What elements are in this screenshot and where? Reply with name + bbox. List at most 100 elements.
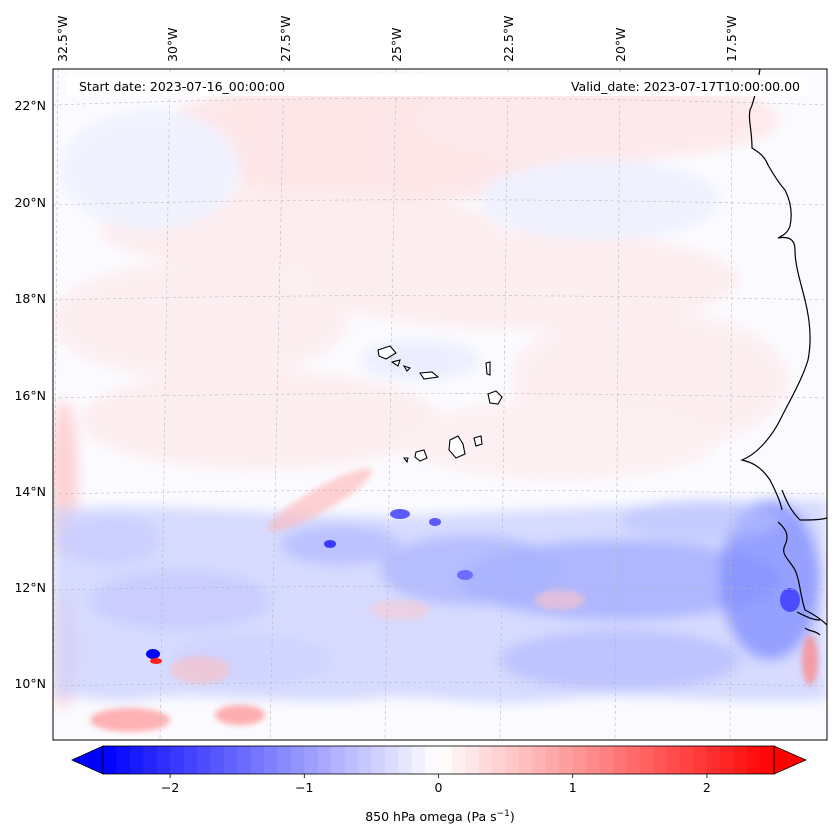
island-sao-nicolau bbox=[419, 371, 440, 380]
colorbar-step bbox=[519, 746, 533, 774]
lon-label: 22.5°W bbox=[501, 16, 516, 62]
colorbar-step bbox=[599, 746, 614, 774]
islands bbox=[377, 345, 503, 464]
colorbar-tick-label: 1 bbox=[569, 780, 577, 795]
start-date-label: Start date: 2023-07-16_00:00:00 bbox=[79, 79, 285, 94]
island-sal bbox=[485, 361, 491, 376]
colorbar-step bbox=[210, 746, 225, 774]
colorbar-step bbox=[478, 746, 493, 774]
colorbar-step bbox=[304, 746, 319, 774]
colorbar-step bbox=[612, 746, 627, 774]
graticule bbox=[53, 69, 827, 740]
colorbar-step bbox=[264, 746, 278, 774]
colorbar-step bbox=[250, 746, 265, 774]
colorbar-step bbox=[129, 746, 144, 774]
colorbar-step bbox=[277, 746, 292, 774]
colorbar-step bbox=[170, 746, 184, 774]
colorbar-step bbox=[103, 746, 117, 774]
colorbar-extend-max bbox=[773, 745, 807, 775]
colorbar-step bbox=[760, 746, 775, 774]
longitude-labels: 32.5°W 30°W 27.5°W 25°W 22.5°W 20°W 17.5… bbox=[55, 16, 739, 62]
lon-label: 30°W bbox=[165, 27, 180, 62]
lat-label: 16°N bbox=[14, 388, 46, 403]
colorbar-step bbox=[223, 746, 238, 774]
colorbar-step bbox=[747, 746, 761, 774]
colorbar-step bbox=[733, 746, 748, 774]
island-santa-luzia bbox=[402, 365, 412, 372]
lon-label: 27.5°W bbox=[278, 16, 293, 62]
island-maio bbox=[473, 435, 483, 447]
omega-field-descent-patches bbox=[90, 468, 818, 732]
colorbar-step bbox=[398, 746, 413, 774]
omega-field-ascent-band bbox=[53, 500, 827, 703]
colorbar-step bbox=[290, 746, 305, 774]
colorbar-step bbox=[626, 746, 641, 774]
colorbar-step bbox=[344, 746, 359, 774]
lon-label: 20°W bbox=[613, 27, 628, 62]
colorbar-step bbox=[411, 746, 426, 774]
lat-label: 12°N bbox=[14, 580, 46, 595]
omega-field bbox=[53, 69, 827, 740]
colorbar-tick-label: −1 bbox=[295, 780, 313, 795]
colorbar-extend-min bbox=[71, 745, 104, 775]
lat-label: 10°N bbox=[14, 676, 46, 691]
colorbar-step bbox=[156, 746, 171, 774]
colorbar-step bbox=[371, 746, 386, 774]
colorbar-step bbox=[492, 746, 506, 774]
colorbar-step bbox=[666, 746, 681, 774]
lon-label: 25°W bbox=[389, 27, 404, 62]
colorbar-step bbox=[693, 746, 708, 774]
colorbar-step bbox=[706, 746, 721, 774]
lat-label: 22°N bbox=[14, 98, 46, 113]
colorbar-step bbox=[143, 746, 158, 774]
colorbar-step bbox=[438, 746, 453, 774]
colorbar-tick-label: 0 bbox=[435, 780, 443, 795]
colorbar-step bbox=[586, 746, 600, 774]
coastline bbox=[740, 69, 827, 636]
colorbar: −2 −1 0 1 2 850 hPa omega (Pa s−1) bbox=[71, 745, 807, 824]
colorbar-step bbox=[653, 746, 668, 774]
lat-label: 18°N bbox=[14, 291, 46, 306]
island-fogo bbox=[414, 449, 428, 462]
colorbar-step bbox=[532, 746, 547, 774]
island-santo-antao bbox=[377, 345, 397, 360]
valid-date-label: Valid_date: 2023-07-17T10:00:00.00 bbox=[571, 79, 800, 94]
lon-label: 32.5°W bbox=[55, 16, 70, 62]
colorbar-step bbox=[196, 746, 211, 774]
colorbar-step bbox=[465, 746, 480, 774]
colorbar-step bbox=[545, 746, 560, 774]
colorbar-step bbox=[639, 746, 654, 774]
island-boa-vista bbox=[487, 390, 503, 405]
colorbar-tick-label: −2 bbox=[161, 780, 179, 795]
colorbar-step bbox=[680, 746, 694, 774]
colorbar-step bbox=[720, 746, 735, 774]
colorbar-ticks: −2 −1 0 1 2 bbox=[161, 774, 711, 795]
island-sao-vicente bbox=[390, 359, 401, 367]
colorbar-step bbox=[183, 746, 198, 774]
colorbar-step bbox=[331, 746, 345, 774]
omega-field-strong-cells bbox=[146, 509, 800, 664]
colorbar-step bbox=[384, 746, 399, 774]
lat-label: 14°N bbox=[14, 484, 46, 499]
colorbar-step bbox=[572, 746, 587, 774]
lon-label: 17.5°W bbox=[724, 16, 739, 62]
island-santiago bbox=[448, 435, 466, 459]
colorbar-step bbox=[357, 746, 372, 774]
colorbar-tick-label: 2 bbox=[703, 780, 711, 795]
colorbar-step bbox=[425, 746, 439, 774]
header-band bbox=[66, 75, 808, 96]
colorbar-steps bbox=[103, 746, 775, 774]
colorbar-step bbox=[505, 746, 520, 774]
latitude-labels: 22°N 20°N 18°N 16°N 14°N 12°N 10°N bbox=[14, 98, 46, 691]
map-frame bbox=[52, 68, 828, 741]
colorbar-step bbox=[451, 746, 466, 774]
colorbar-step bbox=[116, 746, 131, 774]
colorbar-step bbox=[559, 746, 574, 774]
island-brava bbox=[402, 457, 409, 464]
colorbar-step bbox=[317, 746, 332, 774]
map-panel: Start date: 2023-07-16_00:00:00 Valid_da… bbox=[52, 68, 828, 741]
colorbar-title: 850 hPa omega (Pa s−1) bbox=[365, 809, 515, 824]
colorbar-step bbox=[237, 746, 252, 774]
lat-label: 20°N bbox=[14, 195, 46, 210]
